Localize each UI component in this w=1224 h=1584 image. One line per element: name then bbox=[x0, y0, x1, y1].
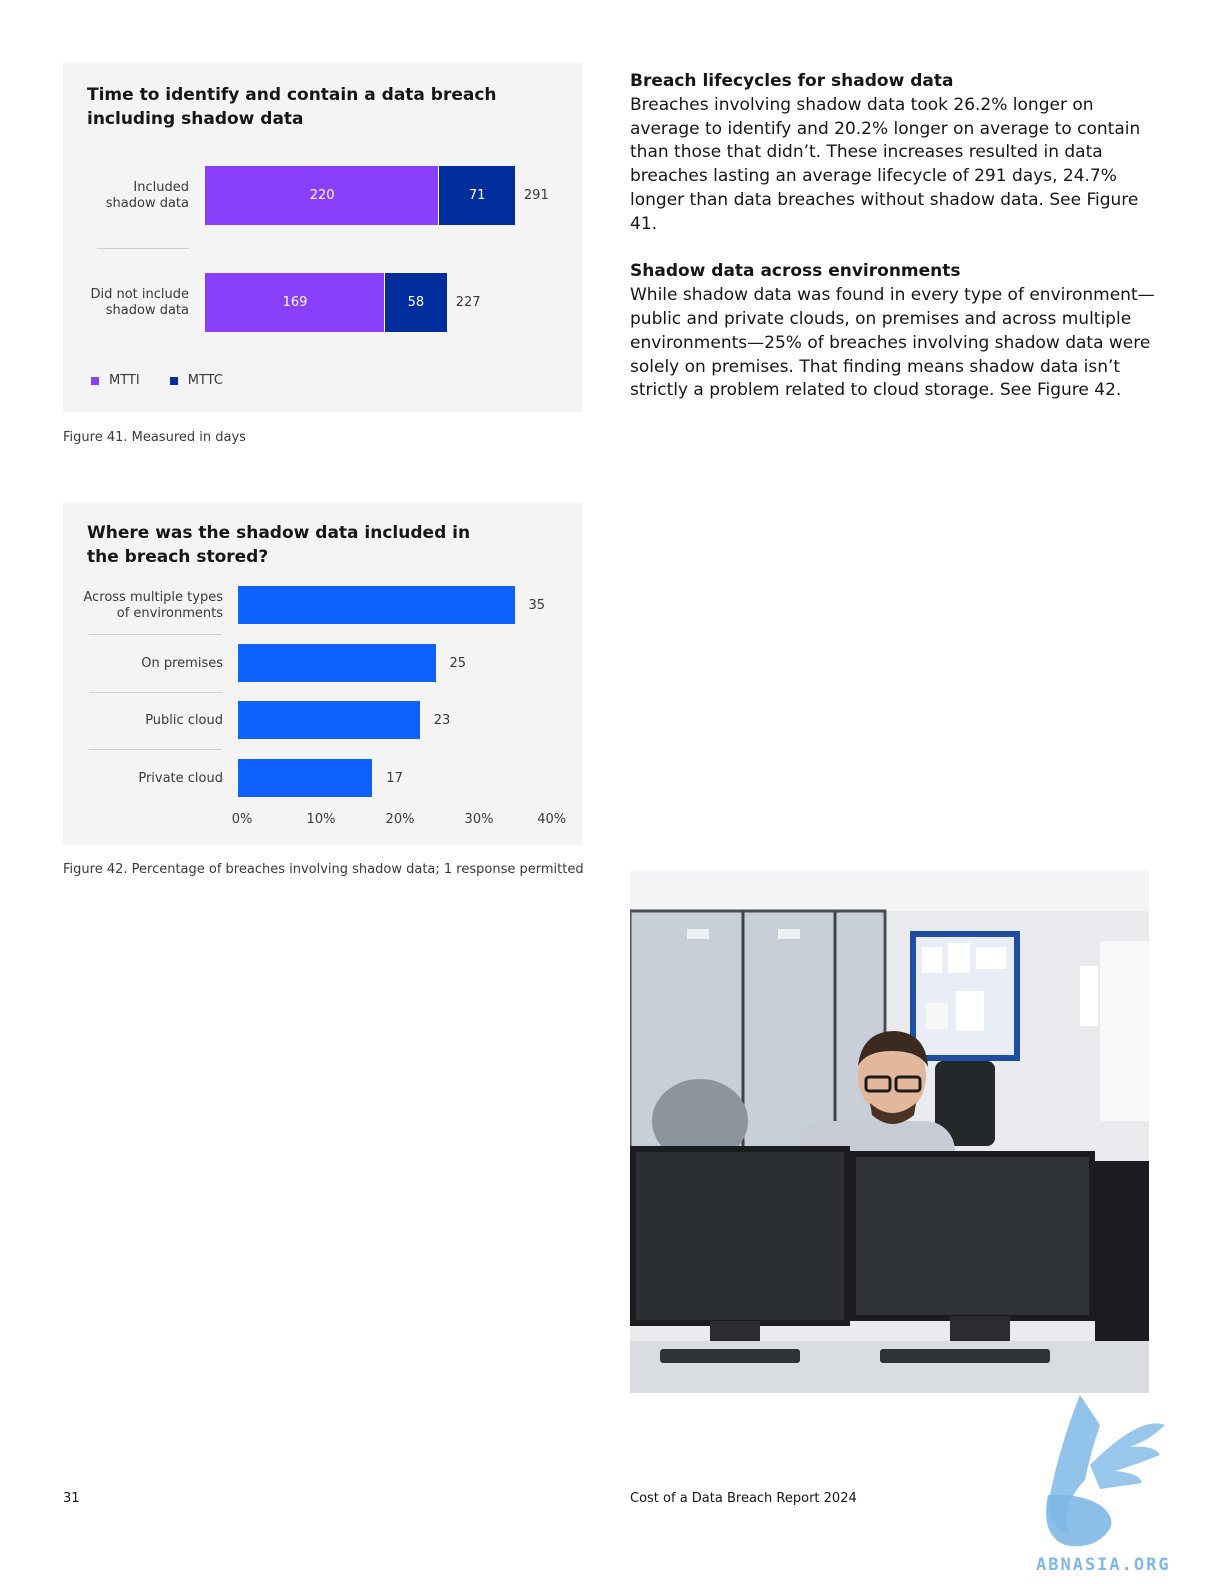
watermark-text: ABNASIA.ORG bbox=[1036, 1555, 1171, 1575]
row-separator bbox=[97, 248, 189, 249]
legend-label-mttc: MTTC bbox=[187, 373, 223, 388]
x-tick-label-1: 10% bbox=[306, 812, 336, 827]
category-label-included-shadow-data: Included shadow data bbox=[105, 180, 189, 211]
bar-value-mttc-included-shadow-data: 71 bbox=[468, 188, 486, 203]
bar-value-on-premises: 25 bbox=[449, 655, 467, 671]
office-photo-illustration bbox=[630, 871, 1149, 1393]
bar-value-mtti-did-not-include-shadow-data: 169 bbox=[282, 295, 308, 310]
bar-mttc-included-shadow-data bbox=[439, 166, 515, 225]
bar-private-cloud bbox=[238, 758, 373, 797]
section-text-breach-lifecycles: Breaches involving shadow data took 26.2… bbox=[630, 94, 1141, 234]
row-separator bbox=[89, 749, 222, 750]
office-photo bbox=[630, 871, 1149, 1393]
total-value-included-shadow-data: 291 bbox=[523, 188, 549, 203]
body-text: Breach lifecycles for shadow data Breach… bbox=[630, 70, 1160, 427]
category-label-on-premises: On premises bbox=[141, 655, 223, 671]
bar-on-premises bbox=[238, 643, 436, 682]
bar-value-across-multiple-types-of-environments: 35 bbox=[528, 598, 546, 613]
category-label-across-multiple-types-of-environments: Across multiple types of environments bbox=[83, 590, 223, 621]
category-label-public-cloud: Public cloud bbox=[145, 713, 223, 728]
figure-41-title: Time to identify and contain a data brea… bbox=[87, 85, 497, 129]
figure-42-caption: Figure 42. Percentage of breaches involv… bbox=[63, 862, 584, 877]
bar-value-private-cloud: 17 bbox=[386, 770, 403, 786]
section-heading-breach-lifecycles: Breach lifecycles for shadow data bbox=[630, 71, 954, 91]
watermark-logo: ABNASIA.ORG bbox=[1030, 1385, 1210, 1575]
bar-mtti-included-shadow-data bbox=[205, 166, 439, 225]
bar-public-cloud bbox=[238, 701, 420, 739]
legend-item-mtti: MTTI bbox=[91, 373, 140, 388]
legend-item-mttc: MTTC bbox=[169, 373, 223, 388]
x-tick-label-4: 40% bbox=[537, 812, 567, 827]
x-tick-label-3: 30% bbox=[464, 812, 494, 827]
figure-42-title: Where was the shadow data included in th… bbox=[87, 523, 471, 567]
bar-value-mtti-included-shadow-data: 220 bbox=[309, 188, 335, 203]
bar-value-public-cloud: 23 bbox=[433, 713, 451, 728]
figure-41-caption: Figure 41. Measured in days bbox=[63, 430, 246, 445]
griffin-logo-icon bbox=[1046, 1395, 1165, 1547]
section-text-shadow-environments: While shadow data was found in every typ… bbox=[630, 285, 1155, 401]
x-tick-label-2: 20% bbox=[385, 812, 415, 827]
figure-41-panel: Time to identify and contain a data brea… bbox=[63, 63, 582, 412]
figure-42-panel: Where was the shadow data included in th… bbox=[63, 503, 582, 845]
row-separator bbox=[89, 634, 222, 635]
section-heading-shadow-environments: Shadow data across environments bbox=[630, 261, 961, 282]
legend-label-mtti: MTTI bbox=[109, 373, 140, 388]
bar-across-multiple-types-of-environments bbox=[238, 586, 515, 624]
category-label-did-not-include-shadow-data: Did not include shadow data bbox=[90, 287, 189, 318]
figure-41-legend: MTTI MTTC bbox=[91, 373, 253, 388]
footer-report-title: Cost of a Data Breach Report 2024 bbox=[630, 1491, 857, 1506]
bar-mttc-did-not-include-shadow-data bbox=[384, 273, 447, 332]
bar-mtti-did-not-include-shadow-data bbox=[205, 273, 384, 332]
total-value-did-not-include-shadow-data: 227 bbox=[455, 295, 481, 310]
category-label-private-cloud: Private cloud bbox=[138, 770, 223, 786]
row-separator bbox=[89, 691, 222, 693]
bar-value-mttc-did-not-include-shadow-data: 58 bbox=[407, 295, 425, 310]
page-number: 31 bbox=[63, 1491, 80, 1506]
x-tick-label-0: 0% bbox=[231, 812, 253, 827]
legend-swatch-mttc bbox=[169, 376, 178, 385]
legend-swatch-mtti bbox=[91, 376, 99, 385]
